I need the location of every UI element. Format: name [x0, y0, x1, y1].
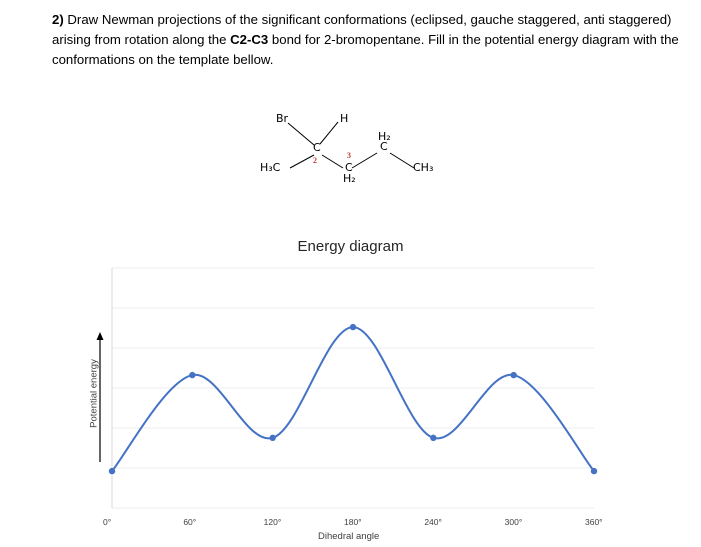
chart-title: Energy diagram	[297, 238, 404, 255]
energy-curve	[111, 326, 595, 472]
x-tick-label: 60°	[183, 517, 197, 527]
x-tick-label: 300°	[504, 517, 523, 527]
question-text-part-2: bond for 2-bromopentane. Fill in the pot…	[52, 32, 679, 67]
data-point-360	[590, 467, 598, 475]
data-point-180	[349, 323, 357, 331]
2-bromopentane-structure: Br H C 2 H₃C 3 C H₂ H₂ C CH₃	[250, 110, 450, 195]
question-text-part-1: Draw Newman projections of the significa…	[52, 12, 672, 47]
data-point-0	[108, 467, 116, 475]
carbon-2-number: 2	[313, 156, 317, 165]
carbon-4-label: C	[380, 140, 388, 153]
bond-lines	[287, 121, 415, 169]
x-tick-label: 0°	[103, 517, 112, 527]
x-tick-label: 120°	[263, 517, 282, 527]
carbon-3-label: C	[345, 161, 353, 174]
data-point-300	[510, 371, 517, 379]
data-point-120	[269, 434, 276, 442]
question-text: 2) Draw Newman projections of the signif…	[52, 10, 692, 70]
bromine-label: Br	[276, 112, 289, 125]
x-tick-label: 240°	[424, 517, 442, 527]
methyl-right-label: CH₃	[413, 161, 434, 174]
x-axis-label: Dihedral angle	[318, 531, 380, 542]
arrow-up-icon	[96, 332, 104, 340]
carbon-3-number: 3	[347, 151, 351, 160]
data-point-60	[189, 371, 196, 379]
methyl-left-label: H₃C	[260, 161, 281, 174]
carbon-2-label: C	[313, 141, 321, 154]
hydrogen-label: H	[340, 112, 349, 125]
x-tick-label: 360°	[585, 517, 603, 527]
bond-label: C2-C3	[230, 32, 269, 47]
methylene-bottom-label: H₂	[343, 172, 356, 185]
question-number: 2)	[52, 12, 64, 27]
data-point-240	[430, 434, 437, 442]
x-tick-label: 180°	[344, 517, 362, 527]
methylene-top-label: H₂	[378, 130, 391, 143]
y-axis-label: Potential energy	[88, 359, 100, 428]
